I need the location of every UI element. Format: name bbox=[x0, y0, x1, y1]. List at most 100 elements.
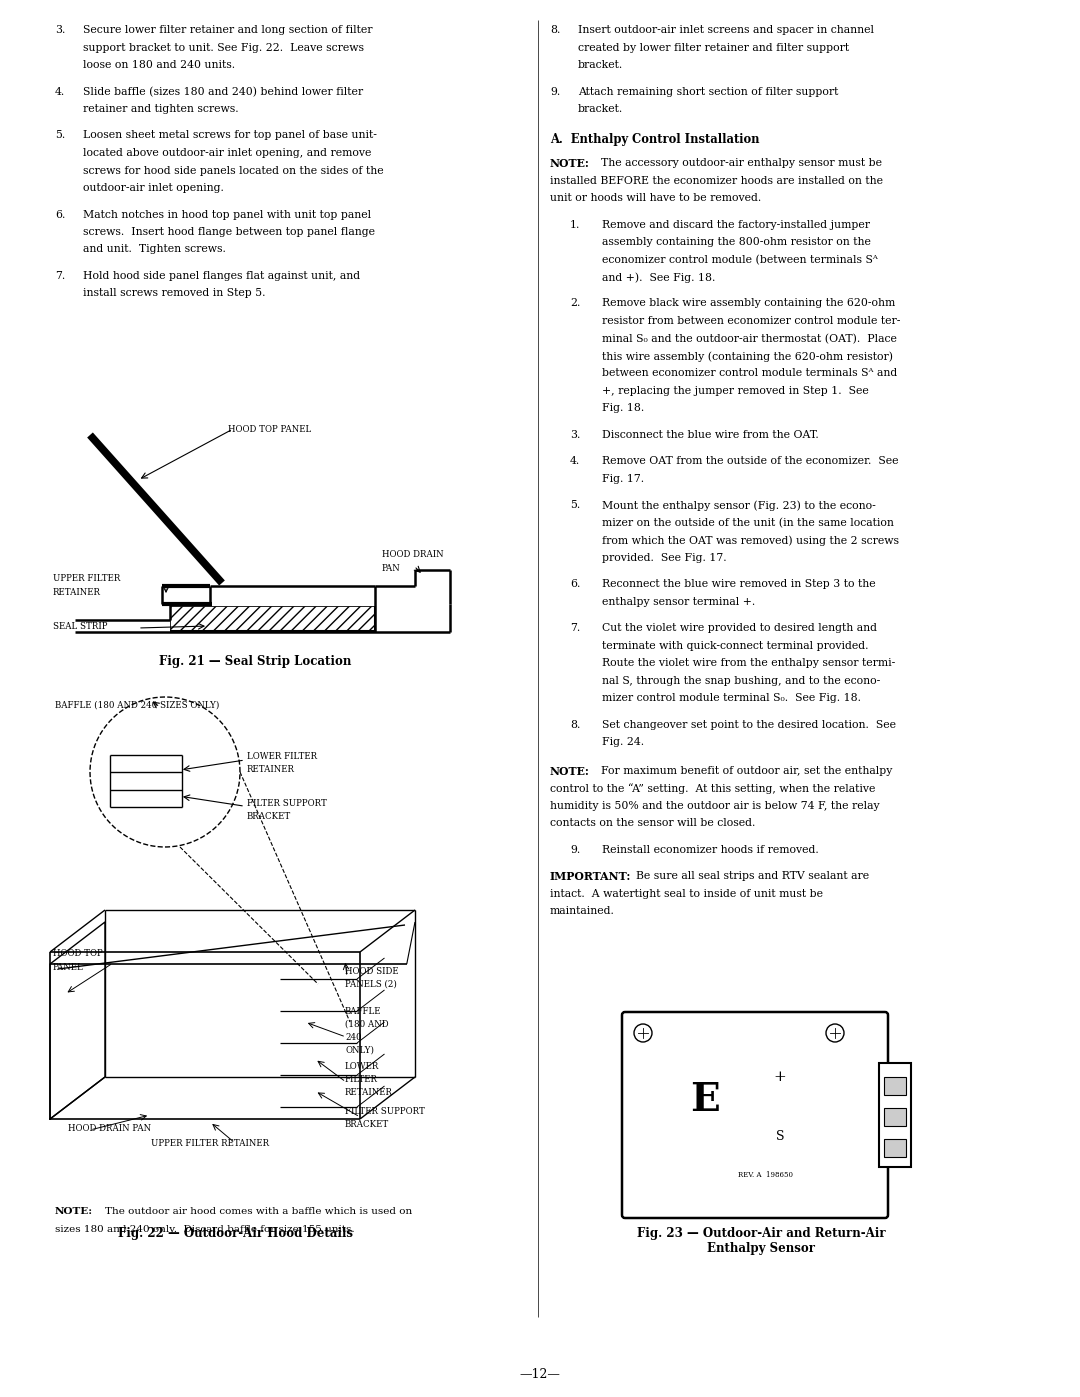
Text: sizes 180 and 240 only.  Discard baffle for size 155 units.: sizes 180 and 240 only. Discard baffle f… bbox=[55, 1225, 354, 1234]
Text: install screws removed in Step 5.: install screws removed in Step 5. bbox=[83, 289, 266, 299]
Text: RETAINER: RETAINER bbox=[345, 1088, 393, 1097]
Text: mizer on the outside of the unit (in the same location: mizer on the outside of the unit (in the… bbox=[602, 518, 894, 528]
Text: enthalpy sensor terminal +.: enthalpy sensor terminal +. bbox=[602, 597, 755, 608]
Text: +, replacing the jumper removed in Step 1.  See: +, replacing the jumper removed in Step … bbox=[602, 386, 868, 395]
Text: Slide baffle (sizes 180 and 240) behind lower filter: Slide baffle (sizes 180 and 240) behind … bbox=[83, 87, 363, 96]
Text: HOOD SIDE: HOOD SIDE bbox=[345, 967, 399, 977]
Text: Mount the enthalpy sensor (Fig. 23) to the econo-: Mount the enthalpy sensor (Fig. 23) to t… bbox=[602, 500, 876, 511]
Text: S: S bbox=[775, 1130, 784, 1144]
Text: —12—: —12— bbox=[519, 1369, 561, 1382]
Text: Set changeover set point to the desired location.  See: Set changeover set point to the desired … bbox=[602, 719, 896, 731]
Text: NOTE:: NOTE: bbox=[55, 1207, 93, 1215]
Text: 8.: 8. bbox=[550, 25, 561, 35]
Text: HOOD TOP PANEL: HOOD TOP PANEL bbox=[228, 425, 311, 434]
Text: HOOD DRAIN PAN: HOOD DRAIN PAN bbox=[68, 1125, 151, 1133]
Text: 7.: 7. bbox=[55, 271, 65, 281]
Text: and unit.  Tighten screws.: and unit. Tighten screws. bbox=[83, 244, 226, 254]
Text: terminate with quick-connect terminal provided.: terminate with quick-connect terminal pr… bbox=[602, 641, 868, 651]
Text: 4.: 4. bbox=[55, 87, 65, 96]
Text: HOOD DRAIN: HOOD DRAIN bbox=[382, 550, 444, 559]
Text: PANELS (2): PANELS (2) bbox=[345, 981, 396, 989]
Text: screws for hood side panels located on the sides of the: screws for hood side panels located on t… bbox=[83, 165, 383, 176]
Text: retainer and tighten screws.: retainer and tighten screws. bbox=[83, 103, 239, 115]
Bar bbox=[170, 606, 375, 631]
Text: 6.: 6. bbox=[570, 580, 580, 590]
Text: SEAL STRIP: SEAL STRIP bbox=[53, 622, 108, 631]
Text: Cut the violet wire provided to desired length and: Cut the violet wire provided to desired … bbox=[602, 623, 877, 633]
Text: FILTER SUPPORT: FILTER SUPPORT bbox=[247, 799, 327, 809]
Text: Disconnect the blue wire from the OAT.: Disconnect the blue wire from the OAT. bbox=[602, 430, 819, 440]
Text: and +).  See Fig. 18.: and +). See Fig. 18. bbox=[602, 272, 715, 282]
Text: support bracket to unit. See Fig. 22.  Leave screws: support bracket to unit. See Fig. 22. Le… bbox=[83, 42, 364, 53]
Text: IMPORTANT:: IMPORTANT: bbox=[550, 872, 632, 883]
Text: 4.: 4. bbox=[570, 457, 580, 467]
Text: FILTER SUPPORT: FILTER SUPPORT bbox=[345, 1106, 424, 1116]
Text: Route the violet wire from the enthalpy sensor termi-: Route the violet wire from the enthalpy … bbox=[602, 658, 895, 669]
Text: A.  Enthalpy Control Installation: A. Enthalpy Control Installation bbox=[550, 133, 759, 145]
Text: UPPER FILTER: UPPER FILTER bbox=[53, 574, 120, 583]
Text: 8.: 8. bbox=[570, 719, 580, 731]
Text: 3.: 3. bbox=[570, 430, 580, 440]
Text: Fig. 17.: Fig. 17. bbox=[602, 474, 644, 483]
Text: from which the OAT was removed) using the 2 screws: from which the OAT was removed) using th… bbox=[602, 535, 899, 546]
Text: Match notches in hood top panel with unit top panel: Match notches in hood top panel with uni… bbox=[83, 210, 372, 219]
Text: Secure lower filter retainer and long section of filter: Secure lower filter retainer and long se… bbox=[83, 25, 373, 35]
Text: BAFFLE (180 AND 240 SIZES ONLY): BAFFLE (180 AND 240 SIZES ONLY) bbox=[55, 701, 219, 710]
Text: 1.: 1. bbox=[570, 219, 580, 229]
Text: humidity is 50% and the outdoor air is below 74 F, the relay: humidity is 50% and the outdoor air is b… bbox=[550, 800, 879, 812]
Text: Hold hood side panel flanges flat against unit, and: Hold hood side panel flanges flat agains… bbox=[83, 271, 360, 281]
Text: BRACKET: BRACKET bbox=[247, 812, 292, 821]
Text: 7.: 7. bbox=[570, 623, 580, 633]
Text: nal S, through the snap bushing, and to the econo-: nal S, through the snap bushing, and to … bbox=[602, 676, 880, 686]
Bar bbox=[885, 1108, 906, 1126]
Text: UPPER FILTER RETAINER: UPPER FILTER RETAINER bbox=[151, 1139, 269, 1148]
Text: Be sure all seal strips and RTV sealant are: Be sure all seal strips and RTV sealant … bbox=[636, 872, 869, 882]
Text: assembly containing the 800-ohm resistor on the: assembly containing the 800-ohm resistor… bbox=[602, 237, 870, 247]
Text: 3.: 3. bbox=[55, 25, 66, 35]
Text: BAFFLE: BAFFLE bbox=[345, 1007, 381, 1016]
Text: 9.: 9. bbox=[570, 845, 580, 855]
Text: unit or hoods will have to be removed.: unit or hoods will have to be removed. bbox=[550, 193, 761, 203]
Text: Fig. 21 — Seal Strip Location: Fig. 21 — Seal Strip Location bbox=[159, 655, 351, 668]
Text: Remove and discard the factory-installed jumper: Remove and discard the factory-installed… bbox=[602, 219, 870, 229]
Text: Attach remaining short section of filter support: Attach remaining short section of filter… bbox=[578, 87, 838, 96]
Text: The outdoor air hood comes with a baffle which is used on: The outdoor air hood comes with a baffle… bbox=[105, 1207, 413, 1215]
Text: Reconnect the blue wire removed in Step 3 to the: Reconnect the blue wire removed in Step … bbox=[602, 580, 876, 590]
Text: Insert outdoor-air inlet screens and spacer in channel: Insert outdoor-air inlet screens and spa… bbox=[578, 25, 874, 35]
Text: PAN: PAN bbox=[382, 564, 401, 573]
Text: bracket.: bracket. bbox=[578, 60, 623, 70]
Bar bbox=[879, 1063, 912, 1166]
Text: Fig. 23 — Outdoor-Air and Return-Air
Enthalpy Sensor: Fig. 23 — Outdoor-Air and Return-Air Ent… bbox=[637, 1227, 886, 1255]
Text: ONLY): ONLY) bbox=[345, 1046, 374, 1055]
Text: installed BEFORE the economizer hoods are installed on the: installed BEFORE the economizer hoods ar… bbox=[550, 176, 883, 186]
Text: contacts on the sensor will be closed.: contacts on the sensor will be closed. bbox=[550, 819, 755, 828]
Text: mizer control module terminal S₀.  See Fig. 18.: mizer control module terminal S₀. See Fi… bbox=[602, 693, 861, 704]
Text: LOWER: LOWER bbox=[345, 1062, 379, 1071]
Text: Reinstall economizer hoods if removed.: Reinstall economizer hoods if removed. bbox=[602, 845, 819, 855]
Text: +: + bbox=[773, 1070, 786, 1084]
Text: HOOD TOP: HOOD TOP bbox=[53, 949, 103, 958]
FancyBboxPatch shape bbox=[622, 1011, 888, 1218]
Text: control to the “A” setting.  At this setting, when the relative: control to the “A” setting. At this sett… bbox=[550, 784, 876, 795]
Text: loose on 180 and 240 units.: loose on 180 and 240 units. bbox=[83, 60, 235, 70]
Text: 2.: 2. bbox=[570, 299, 580, 309]
Text: located above outdoor-air inlet opening, and remove: located above outdoor-air inlet opening,… bbox=[83, 148, 372, 158]
Text: bracket.: bracket. bbox=[578, 103, 623, 115]
Text: 5.: 5. bbox=[570, 500, 580, 510]
Text: 240: 240 bbox=[345, 1032, 362, 1042]
Bar bbox=[885, 1139, 906, 1157]
Text: The accessory outdoor-air enthalpy sensor must be: The accessory outdoor-air enthalpy senso… bbox=[600, 158, 882, 168]
Text: screws.  Insert hood flange between top panel flange: screws. Insert hood flange between top p… bbox=[83, 226, 375, 237]
Text: Fig. 18.: Fig. 18. bbox=[602, 404, 645, 414]
Text: REV. A  198650: REV. A 198650 bbox=[738, 1171, 793, 1179]
Text: RETAINER: RETAINER bbox=[53, 588, 102, 597]
Text: BRACKET: BRACKET bbox=[345, 1120, 389, 1129]
Text: 5.: 5. bbox=[55, 130, 65, 141]
Text: For maximum benefit of outdoor air, set the enthalpy: For maximum benefit of outdoor air, set … bbox=[600, 766, 892, 775]
Text: intact.  A watertight seal to inside of unit must be: intact. A watertight seal to inside of u… bbox=[550, 888, 823, 900]
Text: 6.: 6. bbox=[55, 210, 66, 219]
Text: Loosen sheet metal screws for top panel of base unit-: Loosen sheet metal screws for top panel … bbox=[83, 130, 377, 141]
Text: minal S₀ and the outdoor-air thermostat (OAT).  Place: minal S₀ and the outdoor-air thermostat … bbox=[602, 334, 896, 344]
Text: Fig. 22 — Outdoor-Air Hood Details: Fig. 22 — Outdoor-Air Hood Details bbox=[118, 1227, 352, 1241]
Text: Remove black wire assembly containing the 620-ohm: Remove black wire assembly containing th… bbox=[602, 299, 895, 309]
